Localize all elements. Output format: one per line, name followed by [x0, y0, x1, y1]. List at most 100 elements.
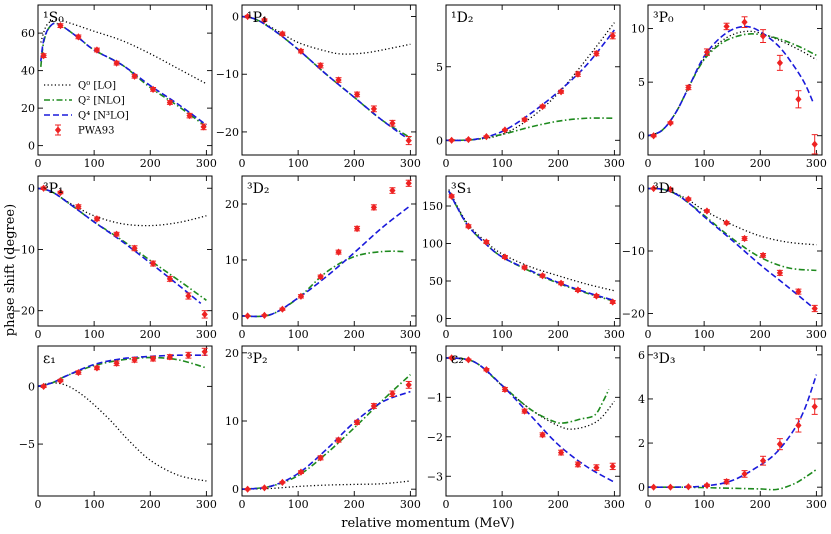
x-tick-label: 100 [492, 157, 513, 170]
x-tick-label: 200 [344, 328, 365, 341]
panel-frame [647, 175, 823, 327]
x-tick-label: 100 [288, 157, 309, 170]
pwa-point [186, 112, 193, 120]
pwa-point [185, 351, 192, 359]
panel-3S1: 0 50 100 150 0 100 200 300 ³S₁ [422, 175, 625, 341]
series-lo-line [648, 30, 817, 137]
y-tick-label: 50 [429, 275, 443, 288]
y-tick-label: 10 [225, 254, 239, 267]
y-tick-label: 0 [28, 140, 35, 153]
pwa-point [521, 263, 528, 272]
x-tick-label: 100 [492, 328, 513, 341]
y-tick-label: −3 [427, 470, 443, 483]
y-tick-label: 20 [225, 198, 239, 211]
pwa-point [405, 136, 412, 146]
panel-title: ¹S₀ [43, 10, 64, 26]
pwa-point [574, 460, 582, 469]
panel-3P1: −20 −10 0 0 100 200 300 ³P₁ [12, 175, 217, 341]
pwa-point [741, 234, 748, 243]
series-lo-line [446, 22, 615, 141]
panel-title: ε₁ [43, 351, 56, 367]
pwa-point [703, 207, 711, 215]
pwa-point [297, 468, 305, 476]
series-nlo-line [446, 117, 615, 142]
panel-title: ¹D₂ [451, 10, 473, 26]
panel-1S0: 0 20 40 60 0 100 200 300 ¹S₀ Q⁰ [LO] Q² [NLO] Q⁴ [N… [21, 4, 217, 170]
x-tick-label: 100 [694, 328, 715, 341]
series-n3lo-line [648, 374, 818, 489]
pwa-point [149, 355, 157, 363]
pwa-point [795, 288, 802, 296]
pwa-point [776, 54, 784, 71]
y-tick-label: −2 [427, 431, 443, 444]
y-tick-label: 5 [638, 76, 645, 89]
pwa-point [685, 483, 692, 491]
pwa-point [759, 29, 767, 43]
y-tick-label: −5 [19, 438, 35, 451]
pwa-point [741, 16, 748, 28]
pwa-point [335, 436, 342, 444]
pwa-point [57, 377, 64, 385]
x-tick-label: 300 [196, 157, 217, 170]
pwa-point [539, 431, 546, 439]
pwa-point [279, 478, 286, 486]
panel-title: ε₂ [451, 351, 464, 367]
series-nlo-line [38, 356, 207, 388]
pwa-point [667, 119, 674, 127]
x-tick-label: 0 [443, 498, 450, 511]
y-tick-label: 10 [225, 415, 239, 428]
series-n3lo-line [40, 22, 207, 126]
panel-title: ³P₀ [653, 10, 674, 26]
pwa-point [75, 368, 82, 377]
panel-title: ¹P₁ [247, 10, 268, 26]
panel-frame [647, 4, 823, 156]
x-tick-label: 0 [443, 157, 450, 170]
y-tick-label: −20 [12, 305, 35, 318]
x-axis-label: relative momentum (MeV) [341, 516, 515, 531]
pwa-point [317, 61, 324, 70]
pwa-point [75, 203, 82, 211]
panel-frame [241, 175, 417, 327]
panel-title: ³S₁ [451, 181, 472, 197]
legend-pwa-label: PWA93 [78, 126, 114, 137]
y-tick-label: −10 [12, 243, 35, 256]
y-tick-label: −20 [622, 308, 645, 321]
pwa-point [521, 407, 528, 415]
y-tick-label: 5 [436, 61, 443, 74]
pwa-point [113, 359, 120, 367]
panel-frame [647, 345, 823, 497]
y-tick-label: 0 [232, 310, 239, 323]
panel-frame [445, 345, 621, 497]
series-lo-line [448, 189, 615, 292]
panel-title: ³P₁ [43, 181, 64, 197]
pwa-point [113, 230, 120, 238]
x-tick-label: 200 [140, 328, 161, 341]
pwa-point [40, 184, 47, 192]
y-tick-label: −20 [216, 126, 239, 139]
pwa-point [335, 76, 342, 84]
pwa-point [685, 195, 692, 203]
y-tick-label: 0 [638, 130, 645, 143]
pwa-point [811, 134, 818, 155]
y-tick-label: 100 [422, 238, 443, 251]
x-tick-label: 200 [750, 157, 771, 170]
pwa-point [811, 304, 818, 313]
pwa-point [593, 49, 600, 58]
pwa-point [759, 455, 767, 466]
legend-lo-label: Q⁰ [LO] [78, 81, 116, 92]
series-nlo-line [648, 33, 817, 137]
x-tick-label: 300 [196, 498, 217, 511]
pwa-point [667, 185, 674, 194]
series-lo-line [38, 382, 207, 482]
pwa-point [759, 251, 767, 259]
legend: Q⁰ [LO] Q² [NLO] Q⁴ [N³LO] PWA93 [44, 81, 129, 137]
x-tick-label: 100 [84, 328, 105, 341]
series-nlo-line [242, 374, 411, 490]
pwa-point [574, 286, 582, 294]
pwa-point [353, 225, 361, 233]
x-tick-label: 200 [548, 328, 569, 341]
panel-frame [37, 4, 213, 156]
pwa-point [521, 116, 528, 124]
